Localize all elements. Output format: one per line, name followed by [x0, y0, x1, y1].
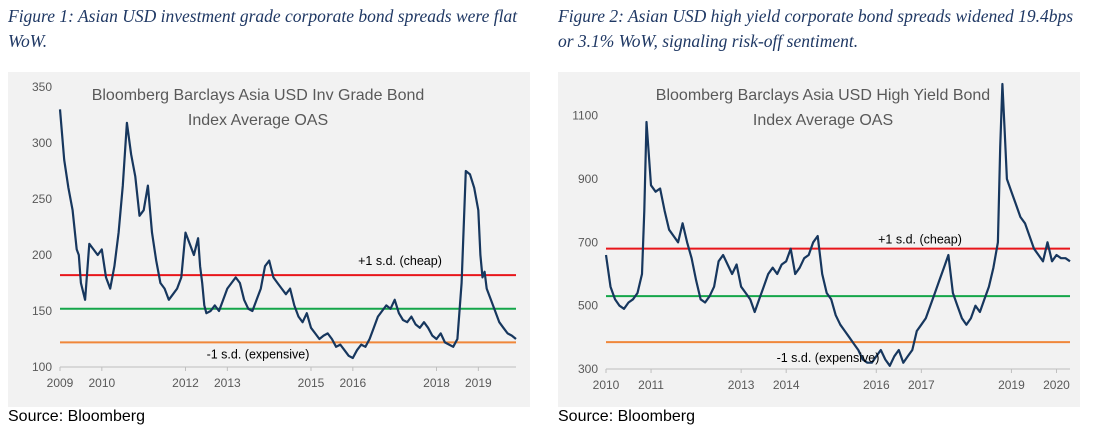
y-tick-label: 350: [32, 80, 52, 94]
chart-panel-hy: 300 500 700 900 1100 2010 2011 2013 2014 2016 2017…: [558, 72, 1080, 407]
y-tick-label: 500: [578, 299, 598, 313]
chart-title-line: Bloomberg Barclays Asia USD Inv Grade Bo…: [92, 87, 425, 104]
oas-series-line: [58, 109, 517, 360]
y-tick-label: 200: [32, 248, 52, 262]
figure-1-source: Source: Bloomberg: [8, 408, 145, 425]
y-tick-label: 250: [32, 192, 52, 206]
x-tick-label: 2017: [908, 378, 935, 392]
y-tick-label: 900: [578, 172, 598, 186]
x-tick-label: 2019: [465, 376, 492, 390]
x-tick-label: 2010: [593, 378, 620, 392]
x-tick-label: 2013: [214, 376, 241, 390]
x-tick-label: 2015: [298, 376, 325, 390]
x-tick-label: 2016: [863, 378, 890, 392]
chart-title-line: Bloomberg Barclays Asia USD High Yield B…: [656, 87, 990, 104]
lower-sd-label: -1 s.d. (expensive): [207, 347, 310, 361]
y-tick-label: 300: [32, 136, 52, 150]
x-tick-label: 2010: [88, 376, 115, 390]
figure-2-source: Source: Bloomberg: [558, 408, 695, 425]
x-tick-label: 2016: [339, 376, 366, 390]
x-tick-label: 2011: [638, 378, 664, 392]
y-tick-label: 300: [578, 362, 598, 376]
x-tick-label: 2012: [172, 376, 199, 390]
lower-sd-label: -1 s.d. (expensive): [777, 351, 880, 365]
y-tick-label: 1100: [572, 109, 598, 123]
x-tick-label: 2014: [773, 378, 800, 392]
y-tick-label: 100: [32, 360, 52, 374]
oas-series-line: [604, 82, 1071, 367]
x-tick-label: 2020: [1043, 378, 1070, 392]
x-tick-label: 2018: [423, 376, 450, 390]
x-tick-label: 2013: [728, 378, 755, 392]
figure-2-caption: Figure 2: Asian USD high yield corporate…: [558, 6, 1074, 51]
chart-panel-ig: 100 150 200 250 300 350 2009 2010 2012 2013 2015 20…: [8, 72, 530, 407]
upper-sd-label: +1 s.d. (cheap): [358, 254, 442, 268]
hy-spread-chart: 300 500 700 900 1100 2010 2011 2013 2014 2016 2017…: [572, 82, 1071, 392]
y-tick-label: 150: [32, 304, 52, 318]
x-tick-label: 2019: [998, 378, 1025, 392]
y-tick-label: 700: [578, 235, 598, 249]
chart-title-line: Index Average OAS: [753, 112, 893, 129]
upper-sd-label: +1 s.d. (cheap): [878, 233, 962, 247]
ig-spread-chart: 100 150 200 250 300 350 2009 2010 2012 2013 2015 20…: [32, 80, 517, 390]
chart-title-line: Index Average OAS: [188, 112, 328, 129]
figure-1-caption: Figure 1: Asian USD investment grade cor…: [8, 6, 518, 51]
x-tick-label: 2009: [47, 376, 74, 390]
